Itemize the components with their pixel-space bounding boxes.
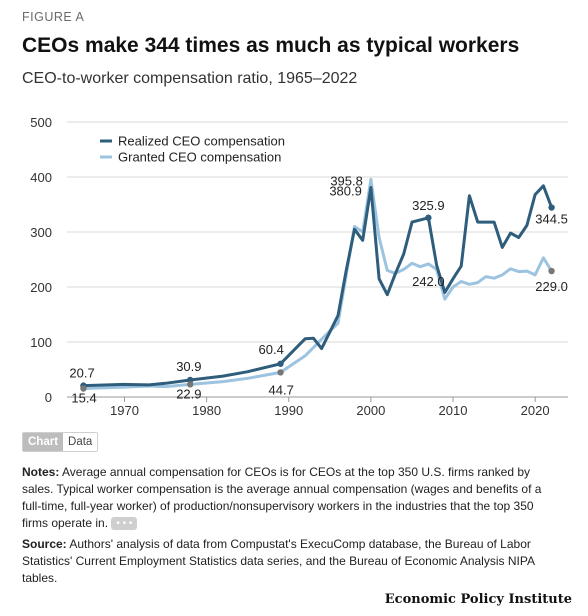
endpoint-markers [80,204,555,392]
data-label: 60.4 [259,342,284,357]
x-tick-label: 2010 [439,403,468,418]
data-label: 380.9 [329,184,362,199]
chart-title: CEOs make 344 times as much as typical w… [22,34,520,57]
x-tick-label: 1980 [192,403,221,418]
source-label: Source: [22,537,67,551]
data-point-marker [548,204,555,211]
chart-tab[interactable]: Chart [23,433,64,451]
data-point-marker [186,376,194,384]
realized-series-line [81,184,554,388]
data-label: 44.7 [269,382,294,397]
data-label: 20.7 [69,366,94,381]
y-tick-label: 200 [30,280,52,295]
x-axis-ticks: 1970 1980 1990 2000 2010 2020 [110,397,550,418]
x-tick-label: 1970 [110,403,139,418]
legend-label: Realized CEO compensation [118,134,285,149]
data-point-marker [548,267,555,275]
data-label: 229.0 [535,279,568,294]
view-toggle: Chart Data [22,432,99,452]
y-tick-label: 300 [30,225,52,240]
notes-text: Average annual compensation for CEOs is … [22,465,542,530]
brand-logo-text: Economic Policy Institute [384,592,572,607]
y-tick-label: 0 [45,390,52,405]
data-label: 395.8 [330,173,363,188]
data-label: 30.9 [176,359,201,374]
y-axis-ticks: 0 100 200 300 400 500 [30,115,52,405]
series-lines [81,177,554,390]
data-label: 22.9 [176,386,201,401]
data-label: 15.4 [71,391,96,406]
source: Source: Authors' analysis of data from C… [22,536,562,587]
data-label: 344.5 [535,212,568,227]
y-tick-label: 400 [30,170,52,185]
x-tick-label: 2020 [521,403,550,418]
y-tick-label: 500 [30,115,52,130]
chart-subtitle: CEO-to-worker compensation ratio, 1965–2… [22,70,358,87]
data-point-marker [80,385,87,392]
granted-series-line [81,177,554,390]
y-tick-label: 100 [30,335,52,350]
x-tick-label: 1990 [274,403,303,418]
data-label: 325.9 [412,198,445,213]
notes: Notes: Average annual compensation for C… [22,464,562,532]
data-point-marker [277,360,284,367]
line-chart: 0 100 200 300 400 500 1970 1980 1990 2000 2010 202… [30,115,568,418]
x-tick-label: 2000 [356,403,385,418]
data-tab[interactable]: Data [63,433,98,451]
grid-lines [67,121,568,398]
figure-label: FIGURE A [22,10,85,24]
source-text: Authors' analysis of data from Compustat… [22,537,535,585]
data-point-marker [277,369,284,376]
legend-label: Granted CEO compensation [118,150,281,165]
data-label: 242.0 [412,274,445,289]
data-point-marker [186,381,194,388]
notes-label: Notes: [22,465,60,479]
expand-notes-button[interactable]: • • • [111,517,138,531]
data-point-marker [425,214,432,221]
